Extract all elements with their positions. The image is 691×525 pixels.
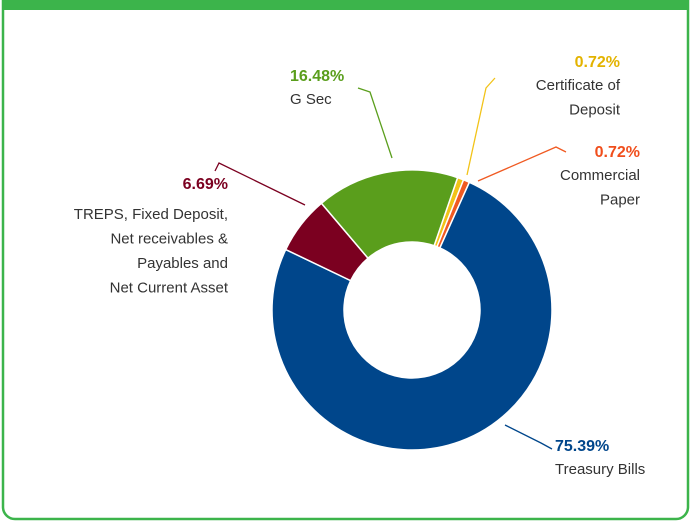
value-label: 0.72%	[575, 54, 620, 71]
value-label: 0.72%	[595, 144, 640, 161]
slice-label: Commercial	[560, 167, 640, 184]
slice-label: Treasury Bills	[555, 461, 645, 478]
leader-line	[504, 424, 553, 450]
slice-label: Paper	[600, 191, 640, 208]
slice-label: Deposit	[569, 101, 621, 118]
slice-label: Payables and	[137, 255, 228, 272]
donut-slice	[320, 169, 459, 260]
value-label: 75.39%	[555, 438, 609, 455]
leader-line	[466, 77, 496, 176]
donut-slice	[271, 181, 553, 451]
slice-label: TREPS, Fixed Deposit,	[74, 206, 228, 223]
value-label: 16.48%	[290, 68, 344, 85]
value-label: 6.69%	[183, 176, 228, 193]
slice-label: Net Current Asset	[110, 279, 229, 296]
header-band	[3, 0, 688, 10]
slice-label: Net receivables &	[110, 230, 228, 247]
leader-line	[477, 146, 567, 182]
slice-label: G Sec	[290, 91, 332, 108]
leader-line	[214, 162, 306, 206]
leader-line	[357, 87, 393, 159]
slice-label: Certificate of	[536, 77, 621, 94]
